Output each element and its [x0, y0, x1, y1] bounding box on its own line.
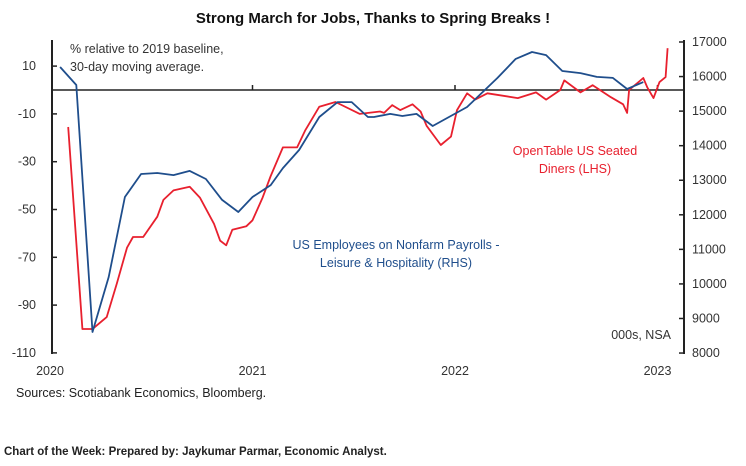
left-tick-label: -70	[18, 250, 36, 264]
x-tick-label: 2023	[644, 364, 672, 378]
x-tick-label: 2022	[441, 364, 469, 378]
chart-title: Strong March for Jobs, Thanks to Spring …	[196, 10, 550, 27]
left-tick-label: 10	[22, 59, 36, 73]
series-label-opentable-line1: OpenTable US Seated	[513, 144, 637, 158]
right-tick-label: 8000	[692, 346, 720, 360]
right-tick-label: 12000	[692, 208, 727, 222]
right-tick-label: 14000	[692, 139, 727, 153]
right-tick-label: 10000	[692, 277, 727, 291]
series-line-opentable	[67, 48, 669, 330]
x-tick-label: 2021	[239, 364, 267, 378]
left-tick-label: -10	[18, 107, 36, 121]
left-tick-label: -30	[18, 155, 36, 169]
right-tick-label: 13000	[692, 173, 727, 187]
left-tick-label: -90	[18, 298, 36, 312]
axes: 10 -10 -30 -50 -70 -90 -110 17000 16000 15000 1400…	[12, 35, 727, 378]
series-lines	[59, 48, 669, 333]
x-tick-label: 2020	[36, 364, 64, 378]
right-tick-label: 17000	[692, 35, 727, 49]
right-tick-label: 16000	[692, 70, 727, 84]
series-label-payrolls-line1: US Employees on Nonfarm Payrolls -	[292, 238, 499, 252]
left-tick-label: -110	[12, 346, 36, 360]
units-note: 000s, NSA	[611, 328, 671, 342]
right-tick-label: 9000	[692, 311, 720, 325]
series-label-payrolls-line2: Leisure & Hospitality (RHS)	[320, 256, 472, 270]
series-line-payrolls	[59, 51, 644, 333]
annotation-baseline-line1: % relative to 2019 baseline,	[70, 42, 224, 56]
left-tick-label: -50	[18, 203, 36, 217]
series-label-opentable-line2: Diners (LHS)	[539, 162, 611, 176]
right-tick-label: 11000	[692, 242, 726, 256]
right-tick-label: 15000	[692, 104, 727, 118]
footer-credit: Chart of the Week: Prepared by: Jaykumar…	[4, 446, 387, 458]
sources-note: Sources: Scotiabank Economics, Bloomberg…	[16, 386, 266, 400]
annotation-baseline-line2: 30-day moving average.	[70, 60, 204, 74]
